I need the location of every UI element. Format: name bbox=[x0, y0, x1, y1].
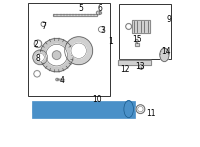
Circle shape bbox=[56, 78, 58, 81]
Circle shape bbox=[135, 39, 138, 42]
Text: 14: 14 bbox=[161, 47, 171, 56]
Bar bbox=[135, 43, 139, 46]
Text: 10: 10 bbox=[92, 95, 102, 105]
Circle shape bbox=[71, 43, 86, 58]
Text: 1: 1 bbox=[109, 37, 113, 46]
Circle shape bbox=[36, 53, 44, 61]
Circle shape bbox=[100, 28, 103, 31]
Circle shape bbox=[52, 51, 61, 59]
Text: 13: 13 bbox=[135, 62, 145, 71]
Circle shape bbox=[40, 39, 73, 72]
Bar bbox=[57, 79, 64, 80]
Circle shape bbox=[99, 27, 104, 32]
Circle shape bbox=[36, 42, 40, 46]
Bar bbox=[118, 60, 151, 65]
Text: 9: 9 bbox=[167, 15, 172, 24]
Circle shape bbox=[33, 50, 48, 65]
Text: 15: 15 bbox=[132, 35, 142, 44]
Ellipse shape bbox=[124, 101, 133, 118]
Text: 3: 3 bbox=[101, 26, 105, 35]
Text: 7: 7 bbox=[42, 22, 47, 31]
Circle shape bbox=[41, 22, 46, 26]
Bar bbox=[32, 101, 135, 118]
Bar bbox=[119, 4, 171, 59]
Bar bbox=[33, 105, 36, 113]
Bar bbox=[118, 60, 151, 65]
Circle shape bbox=[35, 72, 39, 76]
Bar bbox=[53, 14, 97, 16]
Bar bbox=[45, 105, 48, 113]
Circle shape bbox=[127, 25, 130, 28]
Text: 12: 12 bbox=[120, 65, 130, 74]
Bar bbox=[57, 79, 64, 80]
Ellipse shape bbox=[160, 48, 169, 62]
Circle shape bbox=[136, 105, 145, 114]
Circle shape bbox=[138, 106, 143, 112]
Text: 5: 5 bbox=[78, 4, 83, 13]
Circle shape bbox=[65, 37, 93, 65]
Bar bbox=[28, 3, 110, 96]
Text: 4: 4 bbox=[59, 76, 64, 85]
Bar bbox=[36, 104, 39, 114]
Circle shape bbox=[126, 24, 132, 29]
Bar bbox=[135, 43, 139, 46]
Text: 11: 11 bbox=[147, 109, 156, 118]
Bar bbox=[39, 104, 42, 114]
Bar bbox=[42, 104, 45, 114]
Circle shape bbox=[99, 12, 102, 14]
Circle shape bbox=[34, 71, 40, 77]
Circle shape bbox=[42, 23, 44, 25]
Text: 2: 2 bbox=[34, 40, 38, 49]
Text: 6: 6 bbox=[98, 4, 102, 13]
Text: 8: 8 bbox=[35, 54, 40, 63]
Bar bbox=[132, 20, 150, 33]
Circle shape bbox=[34, 40, 42, 48]
Bar bbox=[53, 14, 97, 16]
Circle shape bbox=[96, 11, 100, 15]
Circle shape bbox=[46, 44, 67, 66]
Bar bbox=[132, 20, 150, 33]
Circle shape bbox=[139, 65, 144, 69]
